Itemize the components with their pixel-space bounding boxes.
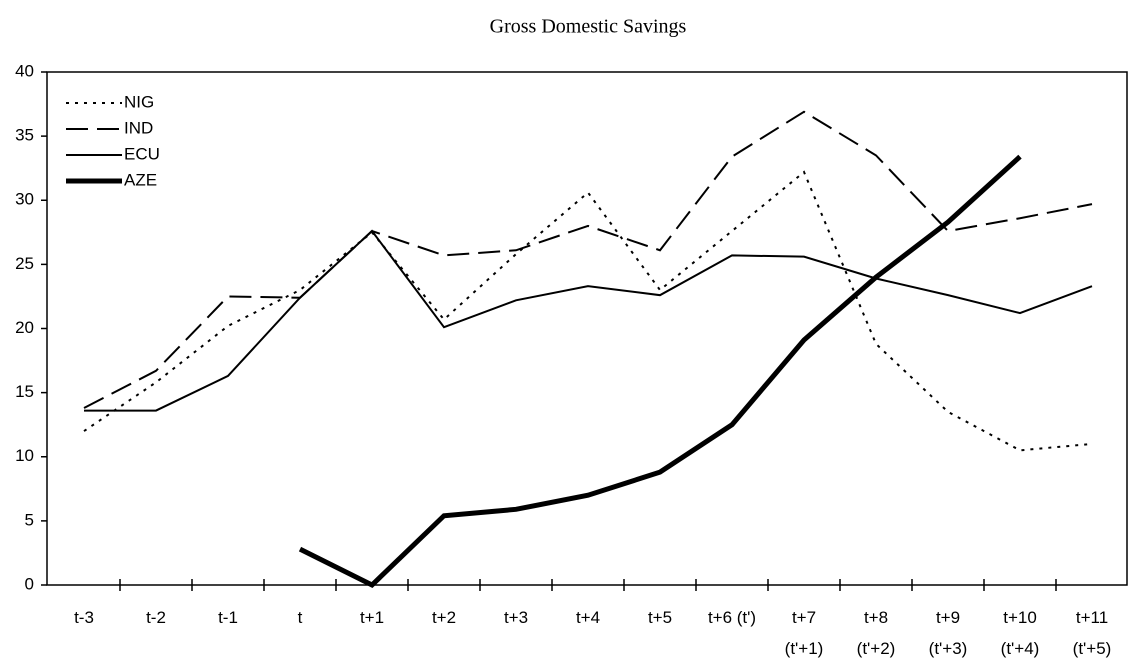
series-line — [83, 110, 1093, 409]
y-tick-label: 20 — [15, 318, 34, 337]
x-tick-label: t-2 — [146, 608, 166, 627]
x-tick-label: t+5 — [647, 608, 673, 627]
x-tick-label: t+6 (t') — [707, 608, 757, 627]
x-tick-label: t+9 (t'+3) — [928, 608, 968, 658]
y-tick-label: 0 — [25, 574, 34, 593]
x-tick-label: t+7 (t'+1) — [784, 608, 824, 658]
y-tick-label: 25 — [15, 254, 34, 273]
y-tick-label: 35 — [15, 126, 34, 145]
x-tick-label: t-1 — [218, 608, 238, 627]
x-tick-label: t+11 (t'+5) — [1072, 608, 1112, 658]
x-tick-label: t+10 (t'+4) — [1000, 608, 1040, 658]
legend-label: ECU — [124, 144, 160, 163]
legend-label: NIG — [124, 92, 154, 111]
x-tick-label: t — [297, 608, 303, 627]
legend-label: IND — [124, 118, 153, 137]
y-tick-label: 30 — [15, 190, 34, 209]
y-tick-label: 5 — [25, 510, 34, 529]
x-tick-label: t-3 — [74, 608, 94, 627]
y-tick-label: 40 — [15, 61, 34, 80]
y-tick-label: 10 — [15, 446, 34, 465]
chart-title: Gross Domestic Savings — [490, 16, 687, 38]
legend-label: AZE — [124, 170, 157, 189]
x-tick-label: t+2 — [431, 608, 457, 627]
series-line — [298, 154, 1022, 589]
x-tick-label: t+1 — [359, 608, 385, 627]
y-tick-label: 15 — [15, 382, 34, 401]
x-tick-label: t+4 — [575, 608, 601, 627]
series-line — [84, 229, 1093, 412]
series-line — [83, 170, 1093, 452]
x-tick-label: t+3 — [503, 608, 529, 627]
plot-frame — [46, 71, 1128, 586]
x-tick-label: t+8 (t'+2) — [856, 608, 896, 658]
